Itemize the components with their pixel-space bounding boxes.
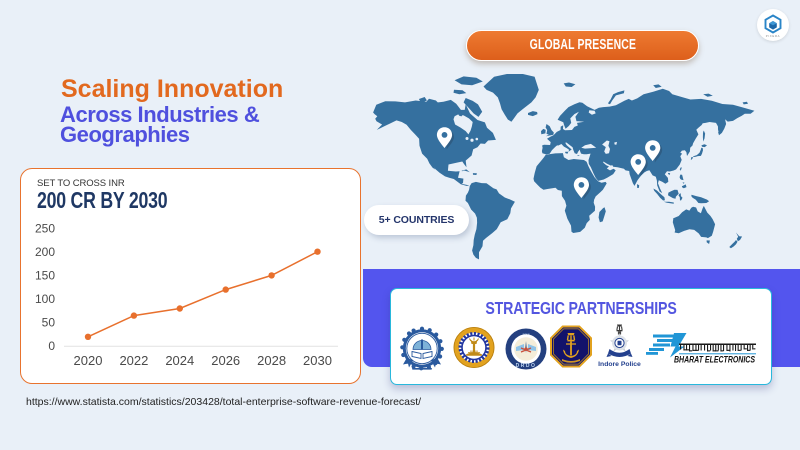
svg-text:200: 200: [35, 245, 55, 259]
svg-text:PIXERA: PIXERA: [766, 34, 780, 38]
svg-text:50: 50: [42, 316, 56, 330]
svg-text:2030: 2030: [303, 353, 332, 368]
svg-text:0: 0: [48, 339, 55, 353]
svg-text:2028: 2028: [257, 353, 286, 368]
svg-text:250: 250: [35, 222, 55, 236]
svg-text:DRDO: DRDO: [516, 363, 537, 369]
svg-text:2020: 2020: [74, 353, 103, 368]
svg-text:150: 150: [35, 269, 55, 283]
svg-text:Indore Police: Indore Police: [598, 361, 641, 368]
svg-text:BHARAT ELECTRONICS: BHARAT ELECTRONICS: [674, 355, 755, 365]
svg-text:~~~: ~~~: [522, 332, 530, 337]
svg-text:2022: 2022: [119, 353, 148, 368]
svg-text:2026: 2026: [211, 353, 240, 368]
svg-text:2024: 2024: [165, 353, 194, 368]
svg-text:100: 100: [35, 292, 55, 306]
